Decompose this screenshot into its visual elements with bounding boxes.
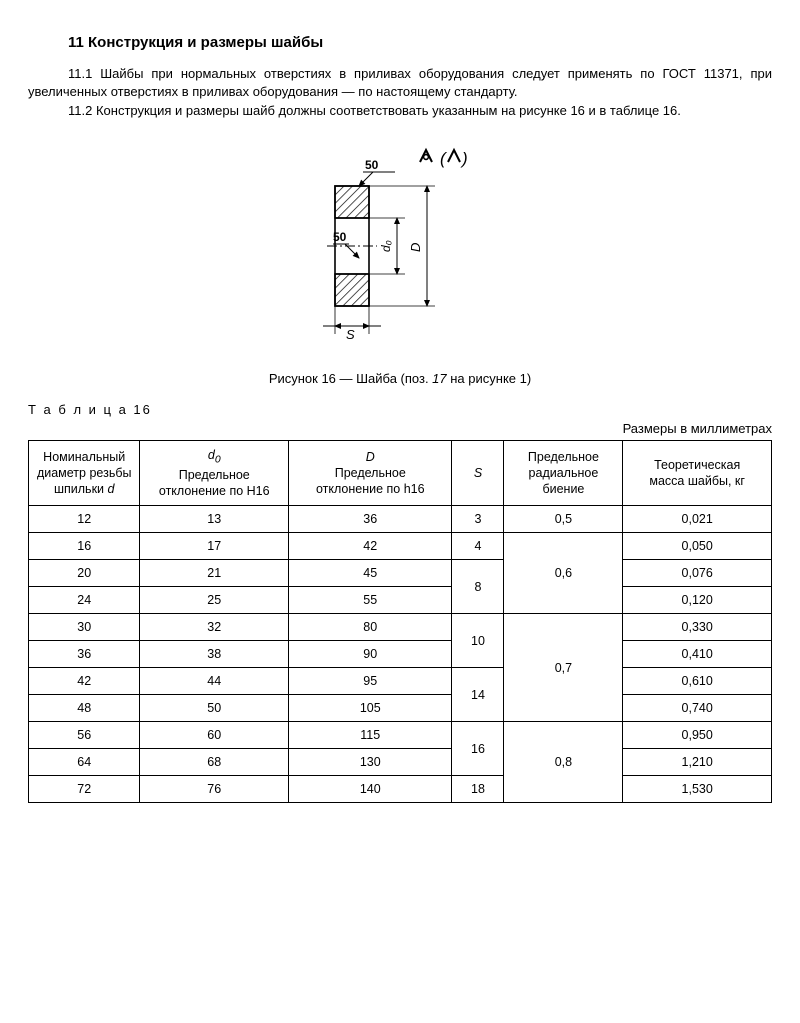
cell-d0: 60: [140, 722, 289, 749]
cell-S: 4: [452, 533, 504, 560]
para-text: Конструкция и размеры шайб должны соотве…: [96, 103, 681, 118]
table-units: Размеры в миллиметрах: [28, 421, 772, 436]
surface-finish-symbol: ( ): [420, 149, 468, 168]
washer-drawing: ( ) 50 50: [290, 138, 510, 358]
cell-mass: 1,530: [623, 776, 772, 803]
cell-S: 16: [452, 722, 504, 776]
cell-mass: 0,021: [623, 506, 772, 533]
cell-runout: 0,7: [504, 614, 623, 722]
cell-d: 36: [29, 641, 140, 668]
table-row: 16174240,60,050: [29, 533, 772, 560]
cell-D: 95: [289, 668, 452, 695]
th-mass: Теоретическая масса шайбы, кг: [623, 440, 772, 506]
cell-d: 30: [29, 614, 140, 641]
table-row: 424495140,610: [29, 668, 772, 695]
cell-D: 36: [289, 506, 452, 533]
cell-mass: 0,050: [623, 533, 772, 560]
cell-D: 130: [289, 749, 452, 776]
cell-d0: 38: [140, 641, 289, 668]
cell-mass: 0,120: [623, 587, 772, 614]
cell-d0: 68: [140, 749, 289, 776]
section-title: 11 Конструкция и размеры шайбы: [68, 34, 772, 51]
cell-S: 18: [452, 776, 504, 803]
table-row: 5660115160,80,950: [29, 722, 772, 749]
table-row: 303280100,70,330: [29, 614, 772, 641]
cell-mass: 0,610: [623, 668, 772, 695]
figure-caption: Рисунок 16 — Шайба (поз. 17 на рисунке 1…: [28, 371, 772, 386]
cell-d: 12: [29, 506, 140, 533]
cell-d: 48: [29, 695, 140, 722]
cell-d0: 21: [140, 560, 289, 587]
cell-mass: 0,950: [623, 722, 772, 749]
paragraph-11-2: 11.2 Конструкция и размеры шайб должны с…: [28, 102, 772, 120]
para-num: 11.2: [68, 103, 92, 118]
cell-D: 115: [289, 722, 452, 749]
svg-text:50: 50: [333, 230, 347, 244]
svg-text:d₀: d₀: [379, 240, 393, 252]
dim-50-top: 50: [359, 158, 395, 186]
cell-D: 80: [289, 614, 452, 641]
cell-d0: 50: [140, 695, 289, 722]
cell-runout: 0,6: [504, 533, 623, 614]
cell-d0: 13: [140, 506, 289, 533]
cell-mass: 0,076: [623, 560, 772, 587]
table-row: 4850105 0,740: [29, 695, 772, 722]
cell-S: 8: [452, 560, 504, 614]
svg-text:D: D: [408, 242, 423, 251]
cell-D: 90: [289, 641, 452, 668]
cell-mass: 0,740: [623, 695, 772, 722]
cell-D: 55: [289, 587, 452, 614]
svg-text:): ): [460, 149, 468, 168]
dim-50-inner: 50: [333, 230, 359, 258]
cell-S: 3: [452, 506, 504, 533]
cell-d0: 25: [140, 587, 289, 614]
cell-d: 72: [29, 776, 140, 803]
cell-d: 24: [29, 587, 140, 614]
para-num: 11.1: [68, 66, 92, 81]
cell-d0: 44: [140, 668, 289, 695]
table-header-row: Номинальный диаметр резьбы шпильки d d0 …: [29, 440, 772, 506]
cell-D: 105: [289, 695, 452, 722]
cell-mass: 0,330: [623, 614, 772, 641]
cell-mass: 1,210: [623, 749, 772, 776]
cell-d: 64: [29, 749, 140, 776]
cell-runout: 0,5: [504, 506, 623, 533]
cell-d: 16: [29, 533, 140, 560]
cell-d: 20: [29, 560, 140, 587]
dim-S: S: [323, 306, 381, 342]
table-label: Т а б л и ц а 16: [28, 402, 772, 417]
th-runout: Предельное радиальное биение: [504, 440, 623, 506]
svg-text:50: 50: [365, 158, 379, 172]
cell-mass: 0,410: [623, 641, 772, 668]
cell-d0: 76: [140, 776, 289, 803]
th-S: S: [452, 440, 504, 506]
cell-runout: 0,8: [504, 722, 623, 803]
cell-D: 42: [289, 533, 452, 560]
table-row: 242555 0,120: [29, 587, 772, 614]
cell-D: 140: [289, 776, 452, 803]
svg-text:(: (: [440, 149, 448, 168]
th-d: Номинальный диаметр резьбы шпильки d: [29, 440, 140, 506]
svg-text:S: S: [346, 327, 355, 342]
para-text: Шайбы при нормальных отверстиях в прилив…: [28, 66, 772, 99]
cell-D: 45: [289, 560, 452, 587]
table-row: 727614018 1,530: [29, 776, 772, 803]
cell-S: 14: [452, 668, 504, 722]
cell-d: 56: [29, 722, 140, 749]
figure-16: ( ) 50 50: [28, 138, 772, 361]
table-16: Номинальный диаметр резьбы шпильки d d0 …: [28, 440, 772, 804]
th-d0: d0 Предельное отклонение по H16: [140, 440, 289, 506]
table-row: 6468130 1,210: [29, 749, 772, 776]
table-row: 12133630,50,021: [29, 506, 772, 533]
cell-d0: 32: [140, 614, 289, 641]
cell-d0: 17: [140, 533, 289, 560]
cell-S: 10: [452, 614, 504, 668]
paragraph-11-1: 11.1 Шайбы при нормальных отверстиях в п…: [28, 65, 772, 100]
table-row: 363890 0,410: [29, 641, 772, 668]
cell-d: 42: [29, 668, 140, 695]
table-row: 20214580,076: [29, 560, 772, 587]
th-D: D Предельное отклонение по h16: [289, 440, 452, 506]
dim-d0: d₀: [369, 218, 405, 274]
